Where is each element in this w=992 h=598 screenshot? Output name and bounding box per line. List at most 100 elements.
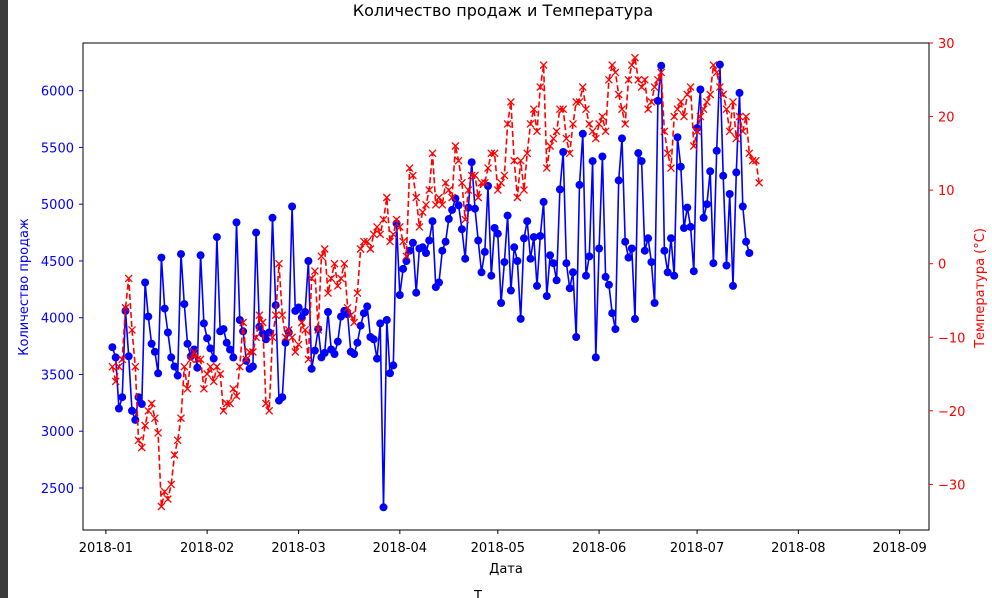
sales-point (510, 243, 519, 252)
sales-point (167, 353, 176, 362)
sales-point (676, 162, 685, 171)
temperature-point (160, 487, 169, 496)
sales-point (735, 88, 744, 97)
temperature-point (235, 362, 244, 371)
sales-point (644, 234, 653, 243)
temperature-point (569, 119, 577, 128)
sales-point (281, 338, 290, 347)
sales-point (448, 205, 457, 214)
sales-point (621, 237, 630, 246)
temperature-point (281, 333, 290, 342)
temperature-point (173, 436, 182, 445)
temperature-point (405, 164, 414, 173)
sales-point (438, 246, 447, 255)
sales-point (324, 308, 332, 316)
sales-point (627, 244, 636, 253)
sales-point (653, 96, 662, 105)
temperature-point (529, 105, 538, 114)
sales-point (569, 268, 577, 277)
sales-point (719, 171, 728, 180)
sales-point (177, 250, 185, 259)
temperature-point (516, 156, 525, 165)
temperature-point (324, 289, 332, 298)
sales-point (386, 369, 394, 378)
sales-series (108, 60, 754, 512)
temperature-point (291, 348, 300, 356)
temperature-point (484, 164, 492, 173)
y-left-tick-label: 2500 (41, 482, 74, 497)
sales-point (111, 353, 120, 362)
temperature-point (386, 237, 394, 246)
sales-point (487, 271, 496, 280)
sales-line (111, 64, 751, 508)
sales-point (634, 149, 643, 158)
sales-point (673, 133, 682, 142)
temperature-point (676, 97, 685, 106)
temperature-point (493, 186, 502, 195)
sales-point (562, 259, 571, 268)
temperature-point (245, 348, 254, 356)
temperature-point (310, 267, 319, 276)
temperature-point (441, 178, 450, 187)
temperature-point (193, 355, 202, 364)
sales-point (614, 176, 623, 185)
temperature-point (565, 149, 574, 158)
temperature-point (745, 149, 754, 158)
temperature-point (526, 119, 535, 128)
temperature-point (154, 428, 163, 437)
sales-point (333, 337, 342, 346)
sales-point (526, 254, 535, 263)
y-left-tick-label: 5000 (41, 198, 74, 213)
temperature-point (608, 61, 617, 70)
sales-point (640, 246, 649, 255)
sales-point (454, 201, 463, 210)
sales-point (190, 345, 199, 354)
sales-point (680, 224, 688, 232)
sales-point (650, 299, 659, 307)
sales-point (157, 253, 166, 262)
x-tick-label: 2018-04 (373, 541, 427, 556)
sales-point (689, 267, 698, 276)
sales-point (304, 257, 313, 265)
sales-point (706, 167, 715, 176)
sales-point (657, 61, 666, 70)
temperature-point (725, 127, 734, 136)
plot-frame (82, 42, 930, 531)
temperature-point (555, 105, 564, 114)
window-edge-strip (0, 0, 8, 598)
temperature-point (226, 399, 234, 408)
temperature-point (252, 333, 261, 342)
temperature-point (506, 97, 515, 106)
sales-point (301, 308, 310, 316)
temperature-point (265, 406, 274, 415)
sales-point (180, 300, 189, 309)
temperature-point (653, 75, 662, 84)
sales-point (252, 228, 261, 237)
temperature-point (294, 340, 303, 349)
temperature-point (755, 178, 764, 187)
temperature-point (297, 318, 306, 327)
temperature-point (229, 384, 238, 393)
temperature-point (307, 274, 316, 283)
temperature-point (546, 142, 555, 150)
temperature-point (621, 119, 630, 128)
temperature-point (121, 303, 130, 312)
temperature-point (363, 237, 372, 246)
temperature-point (680, 112, 688, 121)
sales-point (742, 237, 751, 246)
temperature-point (124, 274, 133, 283)
temperature-point (402, 252, 411, 261)
temperature-point (722, 105, 731, 114)
temperature-point (748, 156, 757, 165)
temperature-point (683, 90, 692, 99)
y-right-tick-label: −10 (938, 331, 965, 346)
temperature-point (598, 112, 607, 121)
y-axis-right-label: Температура (°C) (973, 228, 988, 349)
temperature-point (660, 127, 669, 136)
sales-point (595, 244, 604, 253)
sales-point (480, 247, 489, 256)
sales-point (278, 393, 287, 402)
y-left-tick-label: 5500 (41, 141, 74, 156)
sales-point (170, 362, 179, 371)
sales-point (160, 304, 169, 313)
